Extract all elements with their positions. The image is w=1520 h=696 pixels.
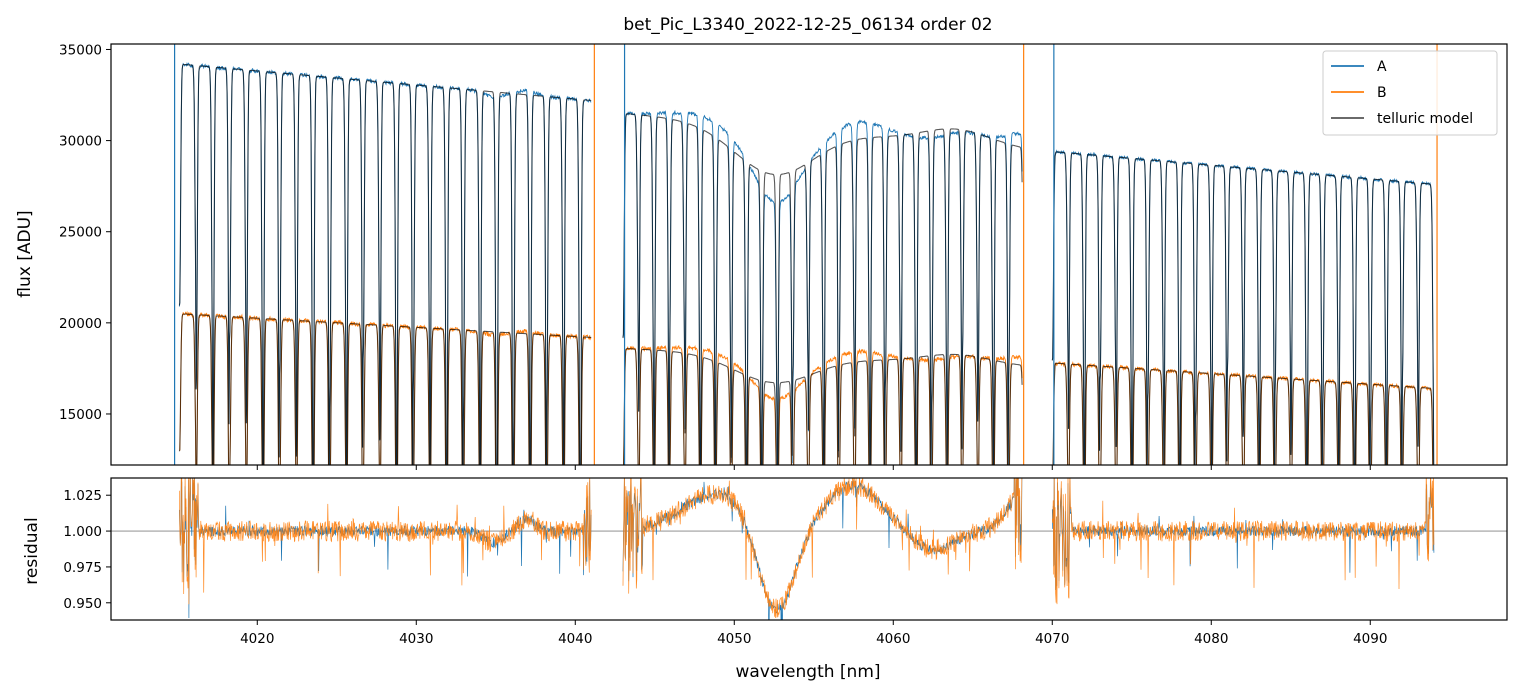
x-tick-label: 4030 bbox=[399, 631, 433, 647]
figure-title: bet_Pic_L3340_2022-12-25_06134 order 02 bbox=[623, 15, 992, 35]
x-tick-label: 4070 bbox=[1035, 631, 1069, 647]
x-axis-label: wavelength [nm] bbox=[735, 662, 880, 682]
x-tick-label: 4060 bbox=[876, 631, 910, 647]
flux-panel-frame bbox=[110, 43, 1508, 466]
residual-y-tick-label: 1.025 bbox=[63, 488, 102, 504]
residual-panel-frame bbox=[110, 477, 1508, 621]
telluric-model-b-line bbox=[178, 313, 1434, 465]
x-tick-label: 4040 bbox=[558, 631, 592, 647]
legend-label-telluric-model: telluric model bbox=[1377, 111, 1473, 127]
x-tick-label: 4090 bbox=[1353, 631, 1387, 647]
x-tick-label: 4080 bbox=[1194, 631, 1228, 647]
flux-y-axis-label: flux [ADU] bbox=[15, 210, 35, 297]
x-tick-label: 4050 bbox=[717, 631, 751, 647]
flux-y-tick-label: 30000 bbox=[59, 134, 102, 150]
telluric-model-a-line bbox=[178, 63, 1435, 465]
residual-y-axis-label: residual bbox=[22, 517, 42, 584]
residual-plot-area bbox=[111, 478, 1507, 620]
residual-y-tick-label: 1.000 bbox=[63, 524, 102, 540]
residual-y-tick-label: 0.950 bbox=[63, 596, 102, 612]
legend-label-b: B bbox=[1377, 85, 1387, 101]
residual-y-tick-label: 0.975 bbox=[63, 560, 102, 576]
flux-panel: 15000 20000 25000 30000 35000 flux [ADU] A B… bbox=[15, 42, 1508, 470]
flux-y-tick-label: 35000 bbox=[59, 42, 102, 58]
legend: A B telluric model bbox=[1322, 50, 1498, 136]
x-tick-label: 4020 bbox=[240, 631, 274, 647]
series-b-residual-line bbox=[179, 478, 1435, 619]
legend-label-a: A bbox=[1377, 59, 1387, 75]
flux-y-tick-label: 25000 bbox=[59, 225, 102, 241]
flux-y-tick-label: 15000 bbox=[59, 407, 102, 423]
flux-y-tick-label: 20000 bbox=[59, 316, 102, 332]
residual-panel: 0.950 0.975 1.000 1.025 4020 4030 4040 4050 4060… bbox=[22, 477, 1508, 647]
legend-frame bbox=[1322, 50, 1498, 136]
